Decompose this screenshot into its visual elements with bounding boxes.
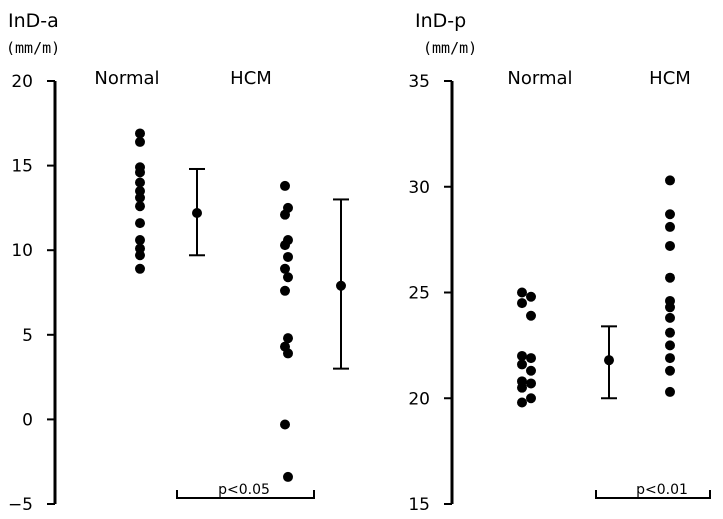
y-tick-label: 20	[408, 389, 430, 409]
data-point	[283, 471, 293, 482]
panel-ind-a: InD-a (mm/m) 20 15 10 5 0 −5 Normal HCM p<0.05	[6, 10, 349, 515]
data-point	[665, 302, 675, 313]
data-point	[135, 128, 145, 139]
p-value-label: p<0.01	[636, 482, 688, 498]
data-point	[135, 218, 145, 229]
data-point	[280, 180, 290, 191]
data-point	[665, 340, 675, 351]
y-axis-label: (mm/m)	[423, 39, 477, 57]
data-point	[135, 263, 145, 274]
group-label-normal: Normal	[507, 68, 572, 89]
data-point	[665, 327, 675, 338]
group-label-hcm: HCM	[649, 68, 691, 89]
y-axis-label: (mm/m)	[6, 39, 60, 57]
data-point	[665, 312, 675, 323]
data-point	[526, 310, 536, 321]
panel-ind-p: InD-p (mm/m) 35 30 25 20 15 Normal HCM p<0.01	[408, 10, 711, 515]
mean-point	[192, 207, 202, 218]
data-point	[665, 240, 675, 251]
data-point	[517, 397, 527, 408]
data-point	[135, 192, 145, 203]
data-point	[135, 177, 145, 188]
data-point	[526, 393, 536, 404]
y-tick-label: 20	[11, 72, 33, 92]
y-tick-label: −5	[8, 495, 33, 515]
data-point	[280, 419, 290, 430]
y-tick-label: 5	[22, 326, 33, 346]
data-point	[517, 350, 527, 361]
mean-point	[604, 355, 614, 366]
data-point	[526, 291, 536, 302]
data-point	[665, 221, 675, 232]
data-point	[526, 353, 536, 364]
group-label-hcm: HCM	[230, 68, 272, 89]
data-point	[283, 251, 293, 262]
data-point	[135, 250, 145, 261]
y-tick-label: 10	[11, 241, 33, 261]
data-point	[517, 298, 527, 309]
data-point	[517, 287, 527, 298]
chart-title: InD-a	[8, 10, 59, 32]
group-label-normal: Normal	[94, 68, 159, 89]
y-tick-label: 25	[408, 284, 430, 304]
significance-bracket	[595, 490, 711, 499]
y-tick-label: 0	[22, 410, 33, 430]
data-point	[135, 201, 145, 212]
data-point	[280, 263, 290, 274]
data-point	[665, 365, 675, 376]
data-point	[526, 378, 536, 389]
data-point	[665, 386, 675, 397]
y-tick-label: 30	[408, 178, 430, 198]
data-point	[283, 272, 293, 283]
data-point	[280, 240, 290, 251]
p-value-label: p<0.05	[218, 482, 270, 498]
chart-title: InD-p	[415, 10, 466, 32]
data-point	[283, 348, 293, 359]
data-point	[665, 209, 675, 220]
y-tick-label: 35	[408, 72, 430, 92]
data-point	[665, 272, 675, 283]
data-point	[280, 285, 290, 296]
y-tick-label: 15	[408, 495, 430, 515]
data-point	[283, 333, 293, 344]
significance-bracket	[176, 490, 315, 499]
data-point	[665, 353, 675, 364]
data-point	[280, 209, 290, 220]
y-tick-label: 15	[11, 157, 33, 177]
data-point	[135, 235, 145, 246]
data-point	[135, 167, 145, 178]
data-point	[665, 175, 675, 186]
data-point	[135, 136, 145, 147]
data-point	[517, 359, 527, 370]
mean-point	[336, 280, 346, 291]
data-point	[526, 365, 536, 376]
data-point	[517, 382, 527, 393]
